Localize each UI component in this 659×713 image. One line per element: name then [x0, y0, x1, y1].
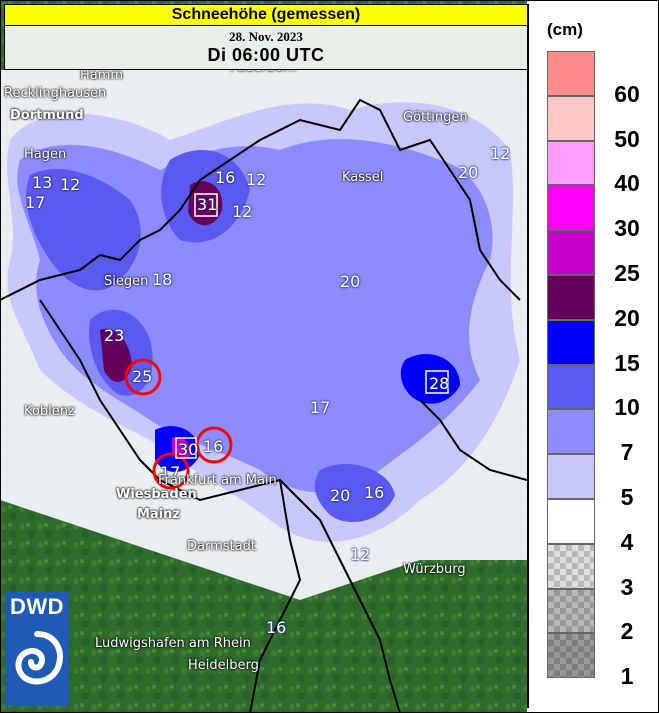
legend-label: 10 [614, 394, 640, 421]
city-label: Hagen [24, 147, 67, 162]
station-value: 16 [364, 483, 385, 502]
station-box-30 [175, 437, 197, 459]
legend-swatch [547, 364, 595, 410]
city-label: Dortmund [10, 108, 84, 123]
legend-label: 1 [620, 663, 634, 690]
city-label: Frankfurt am Main [158, 473, 277, 488]
highlight-circle-25 [124, 358, 162, 396]
legend-label: 50 [614, 125, 640, 152]
station-value: 16 [215, 168, 236, 187]
snow-depth-map [0, 0, 527, 713]
city-label: Siegen [104, 274, 149, 289]
legend-swatch [547, 140, 595, 186]
snow-15cm-zone-east [400, 354, 460, 404]
station-box-31 [194, 193, 218, 217]
legend-swatch [547, 588, 595, 634]
legend-swatch [547, 185, 595, 231]
snow-20cm-zone-west [100, 329, 132, 382]
legend-label: 25 [614, 260, 640, 286]
station-value: 20 [340, 272, 361, 291]
legend-label: 20 [614, 304, 640, 331]
map-valid-time: Di 06:00 UTC [207, 45, 325, 65]
state-border-east [419, 399, 527, 481]
legend-label: 60 [614, 80, 640, 107]
legend-label: 4 [620, 528, 634, 555]
station-value: 20 [330, 486, 351, 505]
station-value: 12 [232, 202, 253, 221]
legend-swatch [547, 275, 595, 320]
station-value: 23 [104, 326, 125, 345]
legend-swatch [547, 319, 595, 365]
map-header: Schneehöhe (gemessen) 28. Nov. 2023 Di 0… [4, 4, 528, 70]
city-label: Koblenz [24, 404, 75, 419]
legend-swatch [547, 633, 595, 679]
state-border-south [39, 299, 401, 713]
legend-label: 40 [614, 170, 640, 197]
snow-10cm-zone-west [26, 169, 141, 291]
station-value: 12 [490, 144, 511, 163]
highlight-circle-16 [195, 426, 233, 464]
station-value: 25 [132, 367, 153, 386]
highlight-circle-17 [152, 452, 190, 490]
city-label: Würzburg [403, 562, 466, 577]
legend-panel: (cm) 60 50 40 30 25 20 15 10 7 5 4 3 2 1 [527, 4, 657, 708]
station-value: 16 [266, 618, 287, 637]
station-value: 20 [458, 163, 479, 182]
city-label: Kassel [342, 170, 384, 185]
city-label: Ludwigshafen am Rhein [95, 636, 251, 651]
legend-label: 7 [620, 439, 634, 466]
city-label: Mainz [137, 507, 180, 522]
snow-20cm-zone-north [188, 181, 223, 226]
legend-label: 30 [614, 215, 640, 242]
station-value: 12 [246, 170, 267, 189]
city-label: Hamm [80, 68, 124, 83]
station-value: 13 [32, 173, 53, 192]
dwd-logo-text: DWD [9, 594, 65, 619]
state-border-north [0, 98, 521, 301]
station-value: 18 [152, 270, 173, 289]
map-date: 28. Nov. 2023 [229, 29, 303, 44]
legend-swatch [547, 543, 595, 589]
station-value: 12 [60, 175, 81, 194]
swirl-icon [15, 631, 63, 685]
city-label: Recklinghausen [4, 86, 107, 101]
city-label: Wiesbaden [116, 487, 197, 502]
city-label: Heidelberg [188, 658, 259, 673]
legend-swatch [547, 230, 595, 275]
legend-swatch [547, 499, 595, 544]
legend-label: 15 [614, 349, 640, 376]
station-value: 12 [350, 545, 371, 564]
snow-10cm-zone-south [314, 464, 395, 523]
station-box-28 [425, 370, 449, 394]
legend-unit: (cm) [547, 20, 583, 39]
legend-label: 2 [620, 618, 634, 645]
state-border-rlp [249, 479, 302, 713]
station-value: 16 [203, 437, 224, 456]
city-label: Göttingen [403, 110, 468, 125]
legend-label: 5 [620, 484, 634, 510]
map-title: Schneehöhe (gemessen) [5, 5, 527, 26]
station-value: 17 [310, 398, 331, 417]
station-value: 17 [160, 463, 181, 482]
station-value: 31 [197, 195, 218, 214]
station-value: 17 [25, 193, 46, 212]
dwd-logo: DWD [5, 592, 69, 706]
station-value: 30 [178, 440, 199, 459]
station-value: 28 [429, 374, 450, 393]
city-label: Darmstadt [187, 539, 256, 554]
legend-swatch [547, 454, 595, 499]
legend-swatch [547, 51, 595, 96]
legend-swatch [547, 95, 595, 141]
legend-label: 3 [620, 573, 634, 600]
legend-swatch [547, 409, 595, 455]
